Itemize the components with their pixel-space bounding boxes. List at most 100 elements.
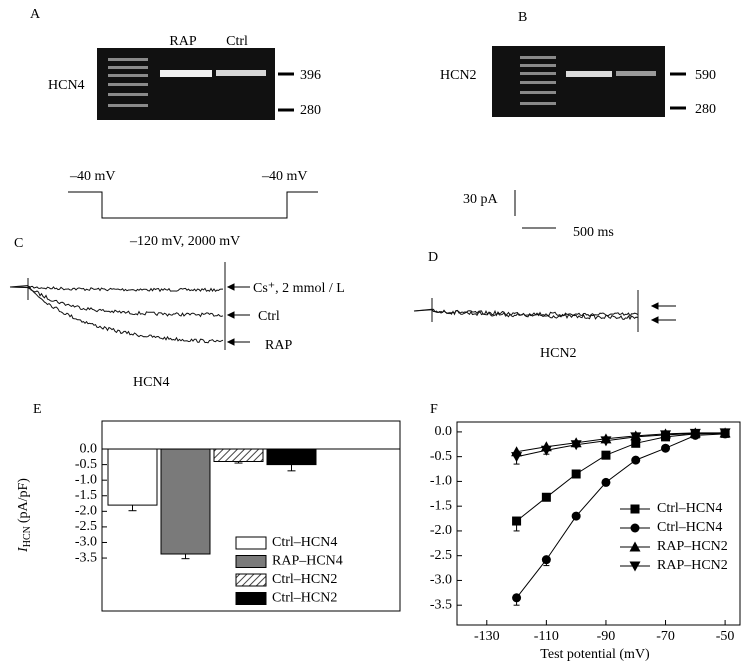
- scale-label: 30 pA: [463, 192, 499, 207]
- trace-label: Cs⁺, 2 mmol / L: [253, 281, 345, 296]
- trace: [413, 308, 638, 317]
- legend-swatch: [235, 592, 267, 605]
- y-axis-label: IHCN (pA/pF): [16, 478, 33, 553]
- marker: [571, 469, 581, 479]
- voltage-protocol: [68, 191, 318, 219]
- marker: [512, 516, 522, 526]
- bar: [160, 448, 211, 555]
- y-tick-label: -1.0: [430, 474, 452, 489]
- protocol-label: –120 mV, 2000 mV: [129, 234, 240, 249]
- marker: [660, 430, 672, 441]
- marker: [541, 492, 551, 502]
- bar: [107, 448, 158, 506]
- marker: [629, 541, 641, 552]
- scale-label: 500 ms: [573, 225, 614, 240]
- legend-label: Ctrl–HCN4: [657, 501, 722, 516]
- lane-label: Ctrl: [226, 34, 248, 49]
- y-tick-label: -2.5: [75, 519, 97, 534]
- legend-swatch: [235, 555, 267, 568]
- y-tick-label: -2.0: [75, 504, 97, 519]
- y-tick-label: -3.0: [75, 535, 97, 550]
- gel: [492, 46, 665, 117]
- marker: [689, 428, 701, 439]
- panel-label: E: [33, 402, 42, 417]
- protocol-label: –40 mV: [261, 169, 308, 184]
- trace: [413, 309, 638, 321]
- current-traces: [413, 290, 639, 332]
- marker: [630, 504, 640, 514]
- y-tick-label: -1.5: [430, 498, 452, 513]
- current-traces: [9, 262, 226, 350]
- marker: [541, 555, 551, 565]
- legend-label: RAP–HCN4: [272, 554, 343, 569]
- marker: [512, 593, 522, 603]
- arrows: [226, 283, 250, 346]
- x-axis-label: Test potential (mV): [540, 647, 650, 662]
- marker: [661, 443, 671, 453]
- y-tick-label: -1.5: [75, 488, 97, 503]
- trace: [9, 285, 224, 318]
- trace: [9, 284, 223, 293]
- trace-caption: HCN2: [540, 346, 577, 361]
- x-tick-label: -50: [716, 629, 735, 644]
- panel-label: C: [14, 236, 23, 251]
- x-tick-label: -130: [474, 629, 500, 644]
- legend-label: RAP–HCN2: [657, 539, 728, 554]
- legend-label: Ctrl–HCN4: [657, 520, 722, 535]
- marker-label: 396: [300, 68, 321, 83]
- y-tick-label: -0.5: [430, 449, 452, 464]
- trace-label: RAP: [265, 338, 292, 353]
- legend-label: Ctrl–HCN2: [272, 572, 337, 587]
- legend-label: Ctrl–HCN4: [272, 535, 337, 550]
- marker: [571, 511, 581, 521]
- plot-frame: [456, 421, 741, 626]
- gene-label: HCN2: [440, 68, 477, 83]
- y-tick-label: -3.0: [430, 573, 452, 588]
- y-axis-unit: (pA/pF): [16, 478, 31, 523]
- marker: [629, 561, 641, 572]
- panel-label: B: [518, 10, 527, 25]
- trace: [9, 286, 224, 344]
- marker: [630, 432, 642, 443]
- legend-label: Ctrl–HCN2: [272, 591, 337, 606]
- gene-label: HCN4: [48, 78, 85, 93]
- y-tick-label: -2.5: [430, 548, 452, 563]
- y-tick-label: -0.5: [75, 457, 97, 472]
- legend-label: RAP–HCN2: [657, 558, 728, 573]
- trace-caption: HCN4: [133, 375, 170, 390]
- marker: [600, 436, 612, 447]
- marker: [631, 455, 641, 465]
- panel-label: D: [428, 250, 438, 265]
- legend-swatch: [235, 573, 267, 587]
- marker: [631, 438, 641, 448]
- y-tick-label: 0.0: [80, 441, 98, 456]
- marker-label: 590: [695, 68, 716, 83]
- marker: [719, 428, 731, 439]
- marker: [601, 477, 611, 487]
- x-tick-label: -90: [597, 629, 616, 644]
- y-tick-label: -1.0: [75, 472, 97, 487]
- marker: [511, 452, 523, 463]
- series-line: [516, 433, 726, 599]
- y-axis-symbol: I: [16, 546, 31, 553]
- panel-label: A: [30, 7, 41, 22]
- trace-label: Ctrl: [258, 309, 280, 324]
- gel: [97, 48, 275, 120]
- bar: [213, 448, 264, 462]
- panel-label: F: [430, 402, 438, 417]
- marker: [540, 445, 552, 456]
- x-tick-label: -110: [534, 629, 559, 644]
- y-tick-label: -3.5: [430, 597, 452, 612]
- marker-label: 280: [300, 103, 321, 118]
- legend-swatch: [235, 536, 267, 550]
- protocol-label: –40 mV: [69, 169, 116, 184]
- y-axis-subscript: HCN: [22, 526, 33, 547]
- x-tick-label: -70: [656, 629, 675, 644]
- series-line: [516, 432, 726, 522]
- y-tick-label: -3.5: [75, 550, 97, 565]
- marker: [601, 450, 611, 460]
- plot-frame: [101, 420, 401, 612]
- marker: [630, 523, 640, 533]
- series-line: [516, 432, 726, 458]
